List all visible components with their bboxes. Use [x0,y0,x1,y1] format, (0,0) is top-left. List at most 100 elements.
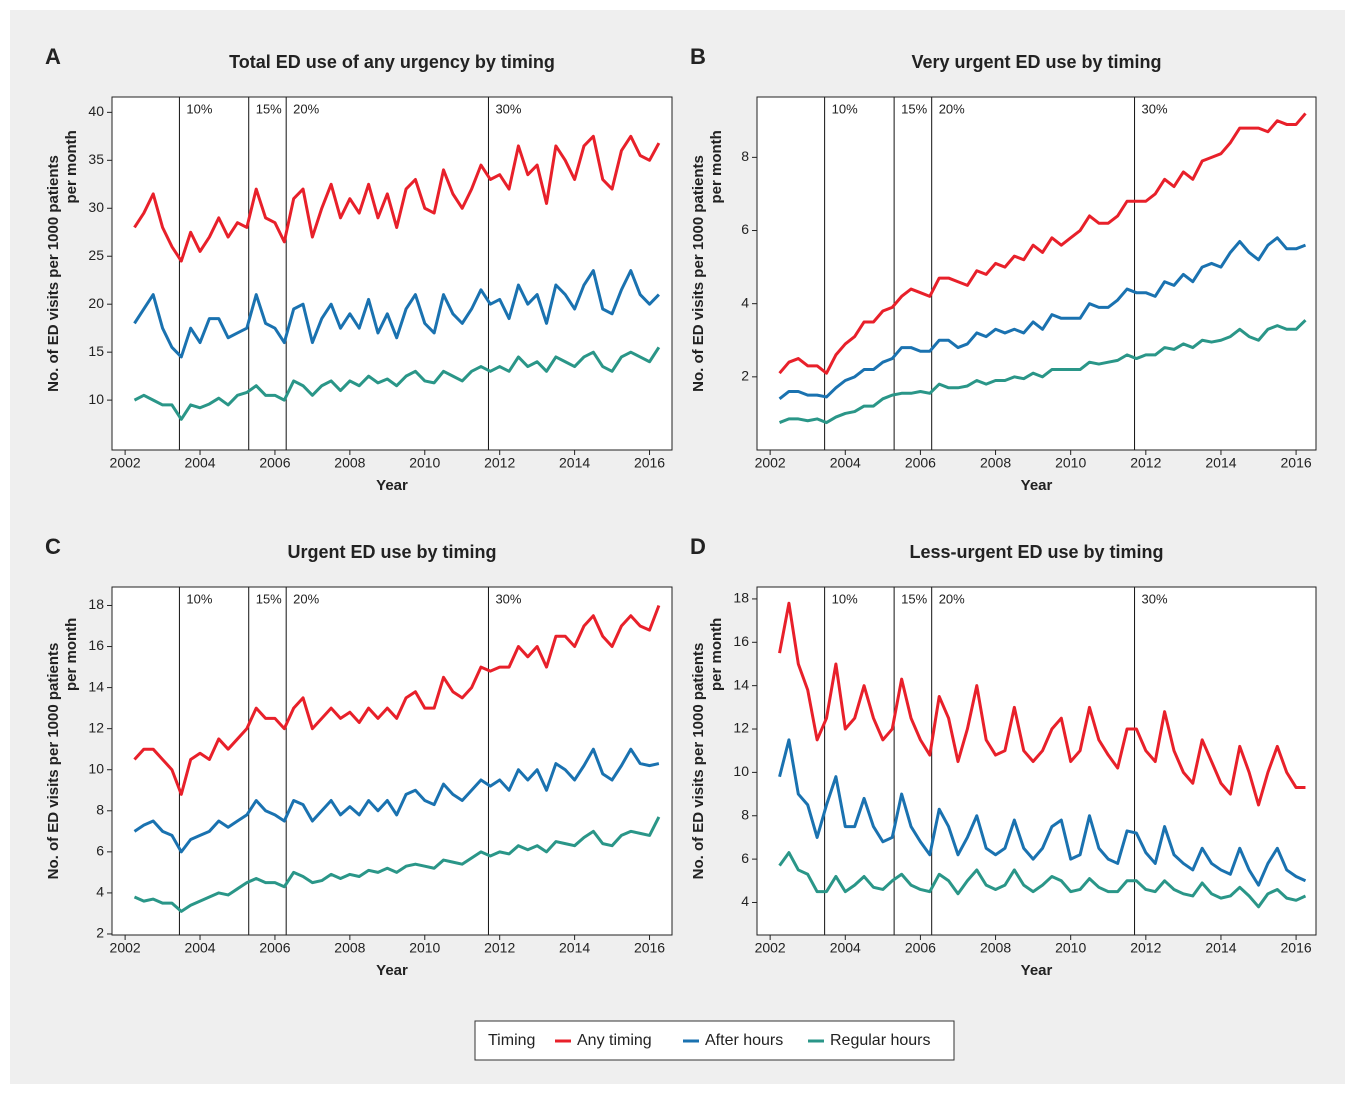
panel-letter: B [690,44,706,69]
y-tick-label: 8 [741,806,749,822]
legend-label: Regular hours [830,1032,931,1049]
y-tick-label: 8 [96,801,104,817]
policy-label: 30% [495,101,521,116]
y-tick-label: 2 [741,368,749,384]
plot-frame [111,586,673,936]
y-axis-label: per month [63,130,80,203]
y-tick-label: 12 [733,720,749,736]
x-tick-label: 2006 [905,940,936,956]
y-tick-label: 25 [88,247,104,263]
y-tick-label: 18 [88,596,104,612]
panel-letter: A [45,44,61,69]
y-axis-label: No. of ED visits per 1000 patients [45,643,62,880]
plot-frame [111,96,673,451]
series-line [778,851,1307,909]
x-tick-label: 2012 [484,455,515,471]
policy-label: 30% [1142,101,1168,116]
y-tick-label: 4 [741,294,749,310]
policy-label: 30% [495,591,521,606]
x-tick-label: 2004 [830,455,861,471]
y-tick-label: 14 [88,678,104,694]
x-tick-label: 2004 [184,940,215,956]
chart-title: Total ED use of any urgency by timing [229,52,555,72]
plot-frame [756,96,1317,451]
chart-title: Very urgent ED use by timing [911,52,1161,72]
y-tick-label: 10 [88,760,104,776]
x-tick-label: 2004 [184,455,215,471]
y-axis-label: No. of ED visits per 1000 patients [45,155,62,392]
panel-letter: D [690,534,706,559]
policy-label: 15% [901,101,927,116]
policy-label: 20% [293,591,319,606]
y-axis-label: per month [708,130,725,203]
y-tick-label: 30 [88,199,104,215]
policy-label: 20% [293,101,319,116]
plot-area [112,97,672,450]
x-axis-label: Year [376,477,408,494]
x-tick-label: 2008 [980,455,1011,471]
x-tick-label: 2016 [1281,940,1312,956]
x-tick-label: 2010 [1055,455,1086,471]
y-tick-label: 4 [96,884,104,900]
policy-label: 30% [1142,591,1168,606]
y-tick-label: 4 [741,893,749,909]
y-tick-label: 16 [88,637,104,653]
x-tick-label: 2008 [334,455,365,471]
series-line [778,319,1307,425]
series-line [778,236,1307,400]
series-line [133,134,661,263]
policy-label: 10% [186,591,212,606]
policy-label: 20% [939,591,965,606]
x-tick-label: 2010 [409,940,440,956]
policy-label: 20% [939,101,965,116]
x-tick-label: 2016 [634,940,665,956]
policy-label: 10% [832,101,858,116]
policy-label: 10% [186,101,212,116]
y-tick-label: 40 [88,103,104,119]
y-axis-label: per month [708,618,725,691]
legend-label: Any timing [577,1032,652,1049]
series-line [778,601,1306,807]
y-tick-label: 8 [741,148,749,164]
plot-frame [756,586,1317,936]
y-axis-label: per month [63,618,80,691]
y-tick-label: 10 [733,763,749,779]
x-tick-label: 2004 [830,940,861,956]
series-line [133,747,660,854]
y-tick-label: 14 [733,676,749,692]
x-tick-label: 2002 [755,940,786,956]
x-tick-label: 2014 [1205,940,1236,956]
x-tick-label: 2014 [1205,455,1236,471]
x-tick-label: 2014 [559,940,590,956]
chart-title: Urgent ED use by timing [287,542,496,562]
policy-label: 15% [901,591,927,606]
x-tick-label: 2008 [980,940,1011,956]
series-line [133,269,660,359]
y-tick-label: 12 [88,719,104,735]
x-axis-label: Year [1021,962,1053,979]
x-tick-label: 2012 [1130,940,1161,956]
x-tick-label: 2014 [559,455,590,471]
y-tick-label: 15 [88,343,104,359]
policy-label: 15% [256,591,282,606]
y-axis-label: No. of ED visits per 1000 patients [690,155,707,392]
series-line [133,604,661,796]
legend-box [474,1020,955,1061]
series-line [778,112,1307,375]
x-tick-label: 2008 [334,940,365,956]
plot-area [757,587,1316,935]
x-tick-label: 2016 [1281,455,1312,471]
policy-label: 15% [256,101,282,116]
legend-label: After hours [705,1032,783,1049]
y-tick-label: 16 [733,633,749,649]
x-axis-label: Year [376,962,408,979]
y-tick-label: 20 [88,295,104,311]
plot-area [757,97,1316,450]
x-tick-label: 2002 [110,940,141,956]
series-line [133,816,661,913]
x-tick-label: 2012 [1130,455,1161,471]
y-tick-label: 6 [741,221,749,237]
x-tick-label: 2010 [409,455,440,471]
series-line [133,346,661,421]
